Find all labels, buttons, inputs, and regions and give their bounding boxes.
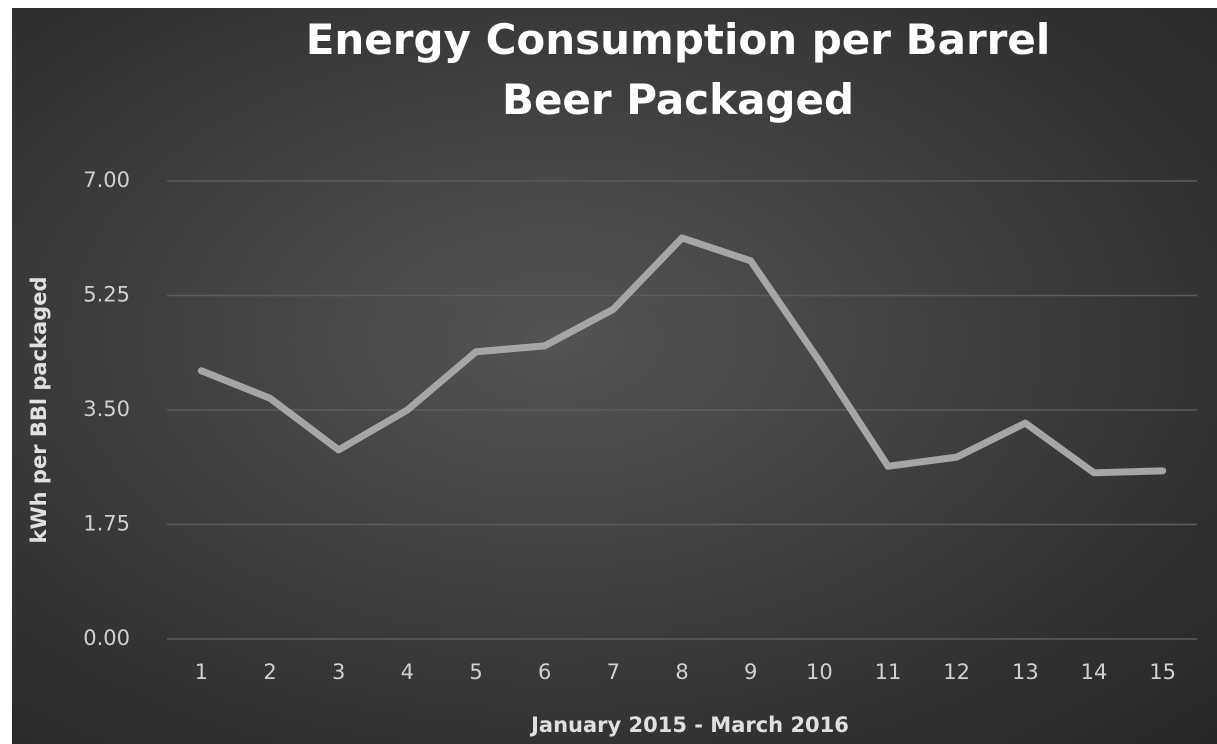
y-tick-label: 5.25 — [83, 283, 130, 307]
y-axis-label: kWh per BBl packaged — [27, 277, 51, 544]
x-tick-label: 9 — [744, 660, 757, 684]
x-tick-label: 15 — [1149, 660, 1176, 684]
y-tick-label: 3.50 — [83, 397, 130, 421]
x-tick-label: 14 — [1081, 660, 1108, 684]
x-tick-label: 2 — [263, 660, 276, 684]
x-tick-label: 1 — [195, 660, 208, 684]
x-axis-label: January 2015 - March 2016 — [529, 713, 849, 737]
x-tick-label: 7 — [607, 660, 620, 684]
x-tick-label: 12 — [943, 660, 970, 684]
chart-title: Energy Consumption per Barrel Beer Packa… — [305, 15, 1051, 124]
x-tick-label: 5 — [469, 660, 482, 684]
x-tick-label: 4 — [401, 660, 414, 684]
x-tick-label: 3 — [332, 660, 345, 684]
y-tick-label: 0.00 — [83, 626, 130, 650]
x-tick-label: 6 — [538, 660, 551, 684]
y-tick-label: 7.00 — [83, 168, 130, 192]
line-series — [197, 234, 1167, 477]
x-tick-label: 13 — [1012, 660, 1039, 684]
x-tick-label: 11 — [875, 660, 902, 684]
y-tick-label: 1.75 — [83, 512, 130, 536]
x-tick-label: 10 — [806, 660, 833, 684]
x-tick-label: 8 — [675, 660, 688, 684]
